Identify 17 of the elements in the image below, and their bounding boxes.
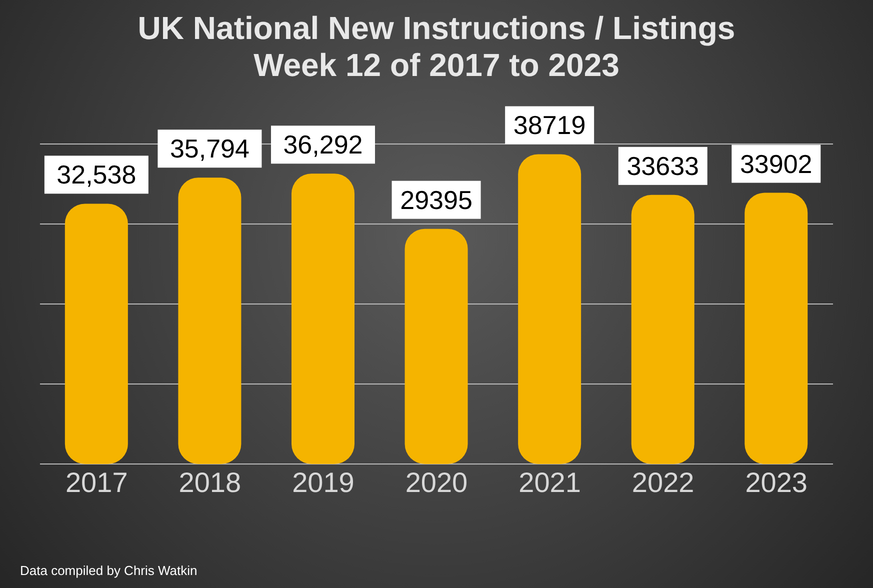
data-label: 35,794	[170, 134, 250, 164]
x-tick-label: 2021	[518, 466, 581, 498]
x-tick-label: 2018	[178, 466, 242, 498]
x-tick-label: 2020	[405, 466, 468, 498]
data-label: 38719	[513, 110, 586, 140]
x-tick-label: 2023	[745, 466, 808, 498]
x-tick-label: 2019	[292, 466, 354, 498]
chart-title: UK National New Instructions / Listings	[136, 9, 736, 47]
x-tick-label: 2022	[632, 466, 694, 498]
data-label: 33633	[626, 150, 700, 181]
data-label: 36,292	[283, 130, 363, 160]
x-tick-label: 2017	[65, 466, 128, 498]
text: Data compiled by Chris Watkin	[20, 563, 198, 578]
data-label: 32,538	[56, 160, 136, 190]
data-label: 29395	[400, 184, 472, 215]
chart-subtitle: Week 12 of 2017 to 2023	[252, 47, 620, 84]
data-label: 33902	[740, 148, 812, 179]
